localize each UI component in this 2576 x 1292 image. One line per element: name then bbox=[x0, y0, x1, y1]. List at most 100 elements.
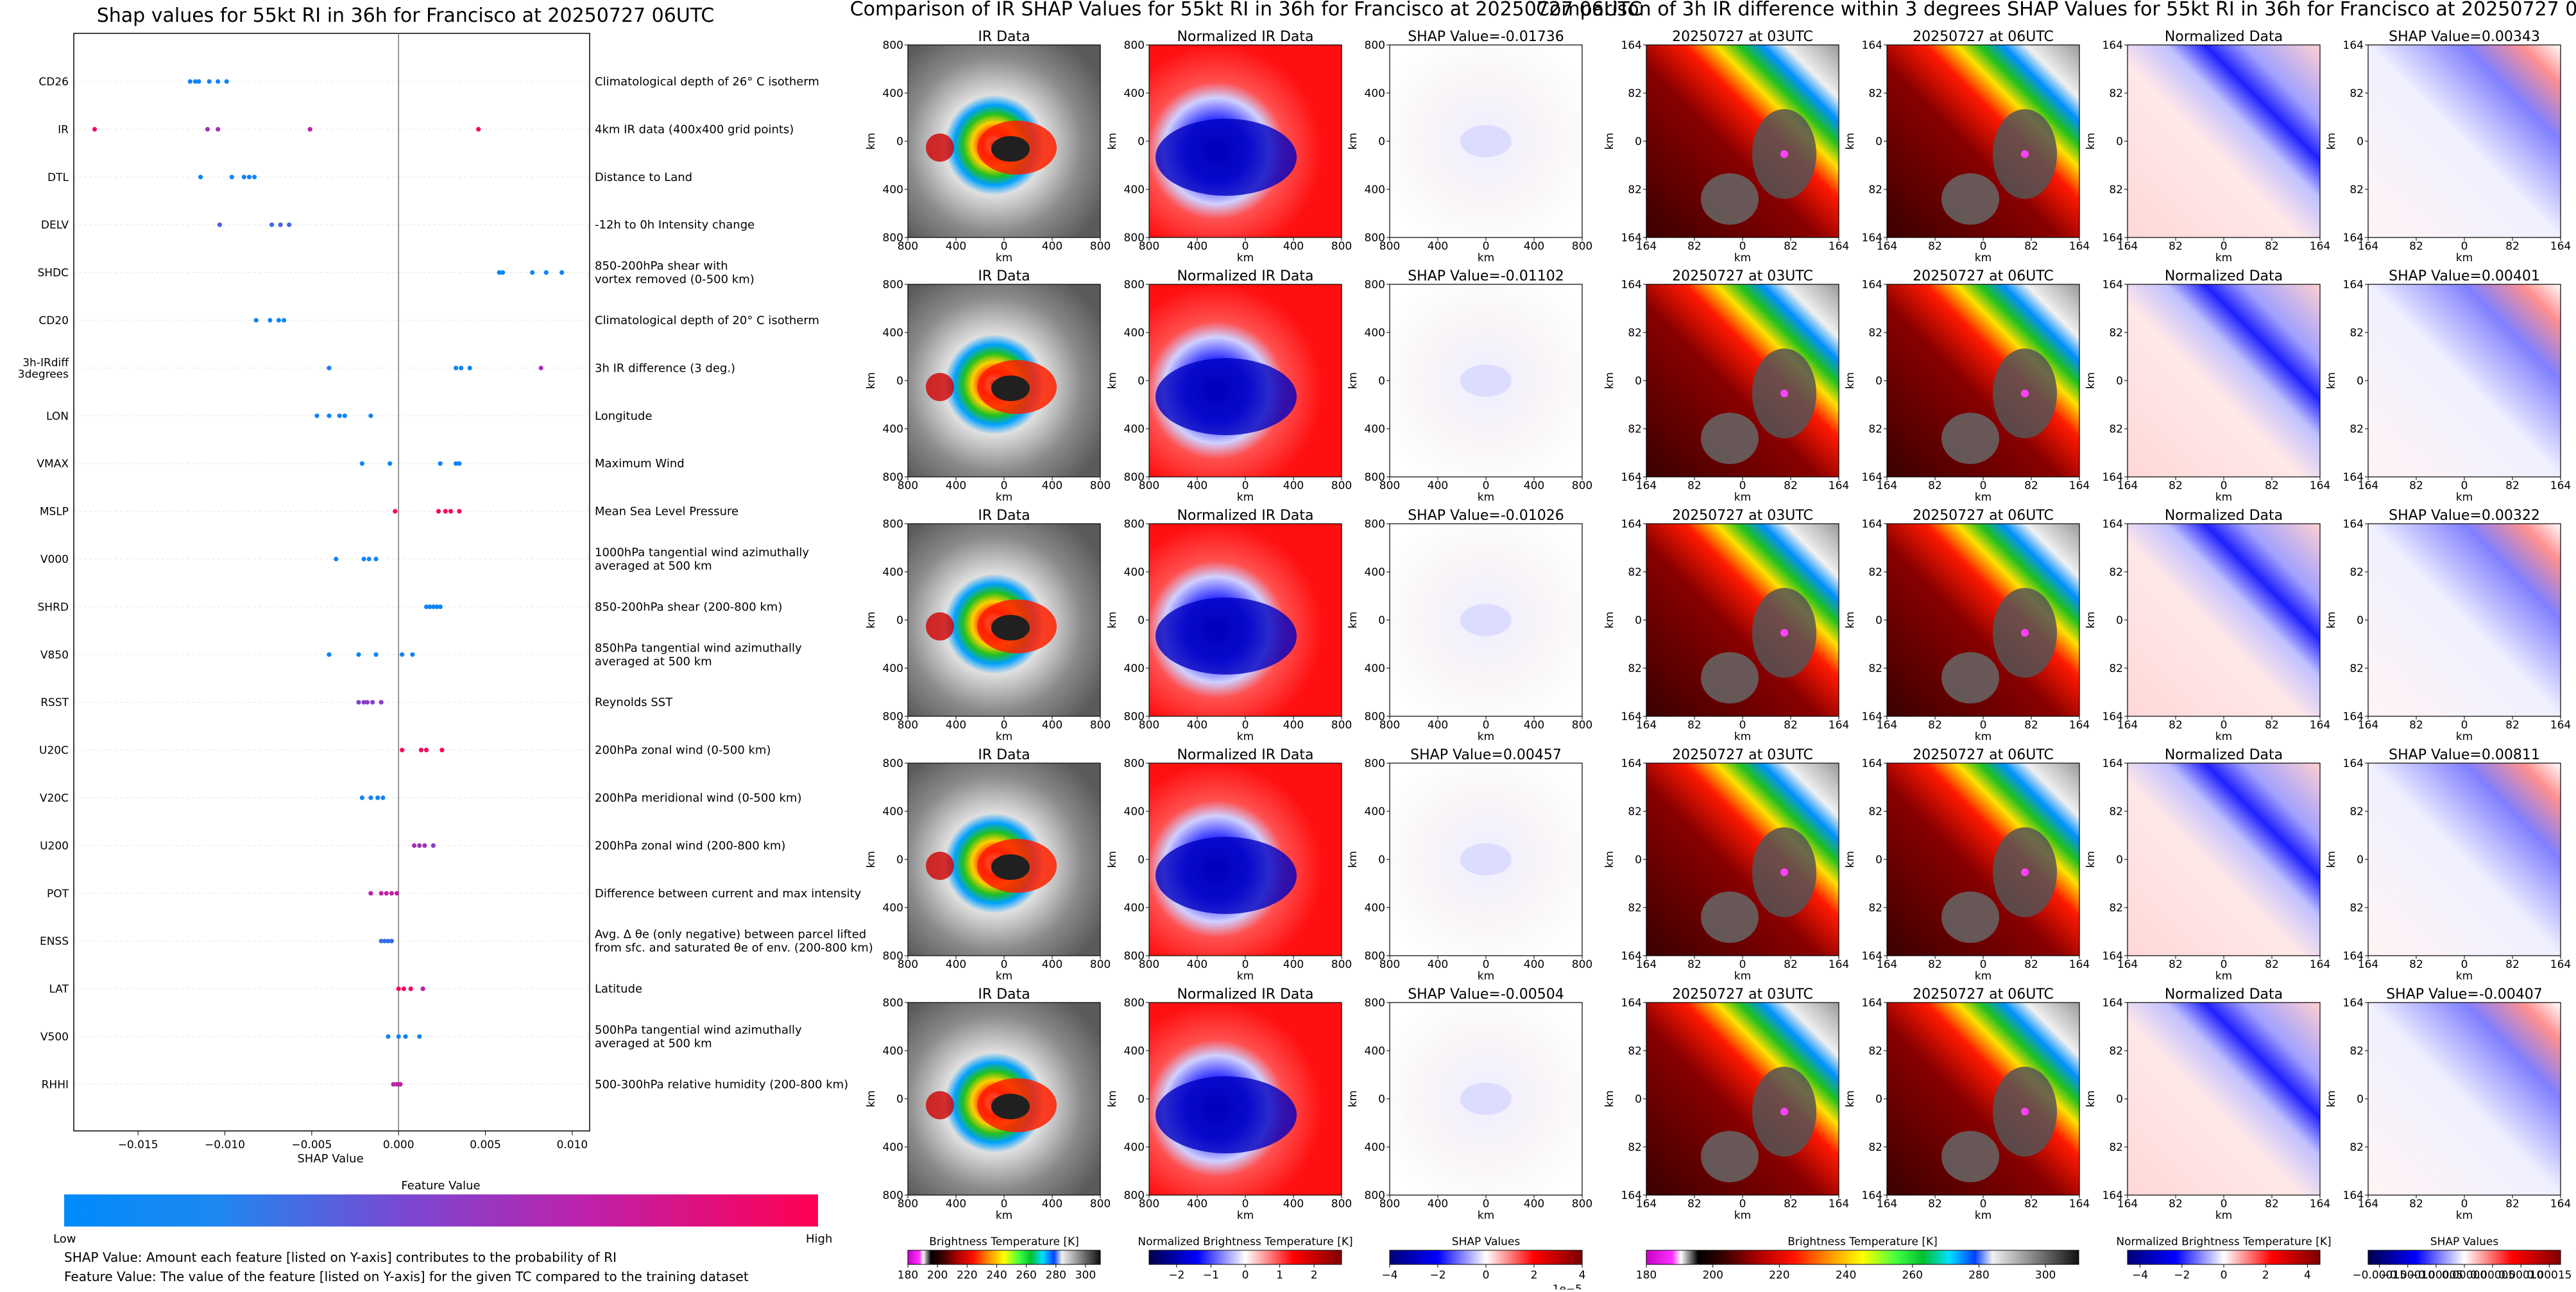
summary-plot-area bbox=[73, 33, 590, 1132]
panel-x-label: km bbox=[1975, 730, 1992, 743]
panel-x-tick-label: 0 bbox=[1980, 479, 1987, 492]
convective-cell bbox=[926, 852, 954, 880]
shap-point bbox=[559, 270, 565, 275]
storm-center-marker bbox=[1780, 629, 1788, 637]
panel-title: SHAP Value=0.00811 bbox=[2389, 747, 2540, 763]
panel-y-tick-label: 164 bbox=[2103, 950, 2123, 963]
shap-point bbox=[543, 270, 549, 275]
panel-y-tick-label: 164 bbox=[2343, 471, 2364, 484]
panel-x-tick-label: 400 bbox=[1428, 1198, 1448, 1210]
colorbar-tick-label: 0 bbox=[1242, 1269, 1249, 1282]
colorbar-tick-label: 180 bbox=[1636, 1269, 1657, 1282]
panel-x-tick-label: 164 bbox=[2069, 479, 2090, 492]
panel-y-tick-label: 164 bbox=[2103, 279, 2123, 291]
panel-x-tick-label: 0 bbox=[1739, 240, 1746, 253]
panel-title: Normalized IR Data bbox=[1177, 268, 1313, 284]
shap-point bbox=[342, 413, 347, 418]
panel-x-label: km bbox=[2215, 970, 2232, 983]
panel-y-tick-label: 82 bbox=[1628, 87, 1642, 100]
colorbar-label: Brightness Temperature [K] bbox=[1787, 1236, 1937, 1248]
panel-x-tick-label: 82 bbox=[2505, 240, 2520, 253]
panel-y-tick-label: 82 bbox=[1868, 184, 1882, 196]
panel-x-tick-label: 800 bbox=[1572, 958, 1592, 971]
panel-y-tick-label: 400 bbox=[1365, 87, 1385, 100]
panel-x-tick-label: 82 bbox=[1928, 719, 1942, 732]
panel-y-tick-label: 82 bbox=[2350, 1141, 2364, 1154]
panel-x-tick-label: 800 bbox=[1572, 719, 1592, 732]
panel-y-tick-label: 400 bbox=[1365, 1141, 1385, 1154]
colorbar-tick-label: −0.00005 bbox=[2409, 1269, 2464, 1282]
panel-image bbox=[2128, 1003, 2320, 1195]
panel-y-tick-label: 82 bbox=[1868, 87, 1882, 100]
feature-code-label: V20C bbox=[40, 792, 69, 805]
panel-x-tick-label: 82 bbox=[2169, 479, 2183, 492]
panel-y-tick-label: 0 bbox=[1635, 1093, 1642, 1106]
panel-y-tick-label: 400 bbox=[1124, 1141, 1145, 1154]
panel-y-tick-label: 800 bbox=[883, 518, 903, 531]
panel-title: 20250727 at 03UTC bbox=[1672, 747, 1813, 763]
convective-cell bbox=[926, 134, 954, 162]
shap-point bbox=[401, 986, 406, 992]
panel-x-tick-label: 400 bbox=[1524, 240, 1544, 253]
panel-y-tick-label: 800 bbox=[883, 997, 903, 1010]
x-tick-label: −0.015 bbox=[118, 1139, 158, 1151]
panel-y-tick-label: 0 bbox=[2116, 375, 2123, 388]
panel-y-tick-label: 400 bbox=[883, 805, 903, 818]
panel-x-tick-label: 82 bbox=[2265, 958, 2279, 971]
panel-y-tick-label: 164 bbox=[1621, 279, 1642, 291]
panel-x-label: km bbox=[1478, 491, 1494, 504]
panel-y-label: km bbox=[1603, 612, 1616, 628]
panel-y-tick-label: 164 bbox=[2343, 711, 2364, 723]
panel-y-tick-label: 82 bbox=[2109, 327, 2123, 340]
panel-y-label: km bbox=[2325, 133, 2338, 150]
cloud-gray-region bbox=[1941, 652, 1999, 703]
feature-description-label: averaged at 500 km bbox=[595, 1037, 712, 1051]
panel-y-tick-label: 0 bbox=[2357, 854, 2364, 866]
feature-description-label: Mean Sea Level Pressure bbox=[595, 505, 738, 519]
panel-x-tick-label: 400 bbox=[1524, 958, 1544, 971]
panel-y-tick-label: 400 bbox=[1124, 662, 1145, 675]
colorbar bbox=[907, 1250, 1101, 1265]
feature-description-label: Maximum Wind bbox=[595, 457, 685, 470]
panel-x-tick-label: 82 bbox=[1687, 1198, 1702, 1210]
feature-code-label: VMAX bbox=[37, 458, 69, 470]
panel-y-tick-label: 800 bbox=[1365, 711, 1385, 723]
panel-x-tick-label: 0 bbox=[1980, 958, 1987, 971]
shap-point bbox=[467, 365, 472, 371]
convective-cell bbox=[926, 373, 954, 401]
shap-point bbox=[370, 700, 375, 705]
panel-x-tick-label: 400 bbox=[1187, 1198, 1207, 1210]
panel-y-label: km bbox=[1603, 133, 1616, 150]
panel-x-tick-label: 800 bbox=[898, 1198, 918, 1210]
feature-code-label: ENSS bbox=[40, 935, 69, 948]
panel-y-tick-label: 800 bbox=[883, 1189, 903, 1202]
panel-x-tick-label: 400 bbox=[946, 1198, 966, 1210]
panel-y-tick-label: 164 bbox=[2343, 279, 2364, 291]
cloud-gray-region bbox=[1941, 891, 1999, 943]
feature-code-label: V000 bbox=[40, 553, 69, 566]
panel-x-tick-label: 400 bbox=[1283, 240, 1304, 253]
shap-point bbox=[410, 652, 415, 657]
panel-y-tick-label: 164 bbox=[2343, 950, 2364, 963]
panel-title: SHAP Value=-0.01736 bbox=[1408, 29, 1564, 45]
panel-y-label: km bbox=[1603, 372, 1616, 389]
panel-y-tick-label: 800 bbox=[1124, 518, 1145, 531]
shap-point bbox=[207, 79, 212, 84]
panel-x-label: km bbox=[1975, 252, 1992, 264]
panel-y-tick-label: 82 bbox=[1868, 1141, 1882, 1154]
panel-x-tick-label: 800 bbox=[1379, 240, 1400, 253]
panel-title: IR Data bbox=[978, 268, 1030, 284]
panel-x-label: km bbox=[2456, 252, 2473, 264]
panel-x-tick-label: 0 bbox=[2221, 240, 2228, 253]
panel-title: Normalized Data bbox=[2165, 29, 2283, 45]
panel-y-tick-label: 82 bbox=[1628, 1141, 1642, 1154]
panel-x-label: km bbox=[1734, 970, 1751, 983]
panel-x-tick-label: 82 bbox=[1784, 479, 1798, 492]
panel-x-label: km bbox=[1237, 491, 1254, 504]
panel-y-label: km bbox=[2325, 1090, 2338, 1107]
colorbar-tick-label: 2 bbox=[1311, 1269, 1318, 1282]
panel-x-tick-label: 400 bbox=[1524, 479, 1544, 492]
